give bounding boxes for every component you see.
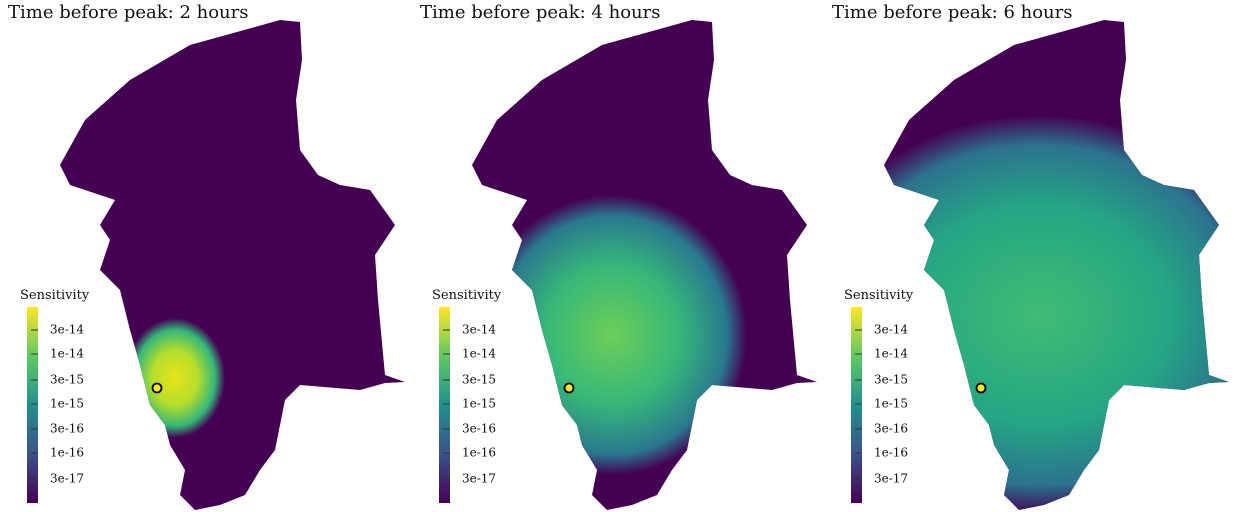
colorbar-tick-label: 1e-14 (874, 347, 908, 361)
colorbar-tick-label: 1e-16 (874, 446, 908, 460)
gauge-marker (975, 382, 987, 394)
colorbar-tick-label: 1e-16 (462, 446, 496, 460)
colorbar (439, 307, 450, 503)
colorbar-tick-label: 1e-14 (50, 347, 84, 361)
colorbar-label: Sensitivity (432, 288, 502, 303)
colorbar-tick-label: 1e-15 (874, 397, 908, 411)
colorbar-tick-label: 1e-16 (50, 446, 84, 460)
colorbar-label: Sensitivity (844, 288, 914, 303)
sensitivity-field (477, 195, 747, 475)
colorbar-tick-label: 1e-15 (462, 397, 496, 411)
sensitivity-field (884, 115, 1229, 510)
panel: Time before peak: 2 hours Sensitivity 3e-1… (8, 2, 405, 510)
colorbar-tick-label: 3e-14 (50, 323, 84, 337)
colorbar-tick-label: 1e-14 (462, 347, 496, 361)
colorbar-label: Sensitivity (20, 288, 90, 303)
colorbar-tick-label: 3e-15 (874, 373, 908, 387)
panel: Time before peak: 6 hours Sensitivity 3e-1… (832, 2, 1229, 510)
panel-title: Time before peak: 2 hours (8, 2, 249, 23)
colorbar-tick-label: 3e-16 (874, 422, 908, 436)
sensitivity-blob (884, 115, 1229, 510)
sensitivity-blob (125, 318, 225, 438)
colorbar-tick-label: 3e-16 (462, 422, 496, 436)
gauge-marker (563, 382, 575, 394)
colorbar-tick-label: 3e-14 (462, 323, 496, 337)
colorbar-tick-label: 3e-16 (50, 422, 84, 436)
sensitivity-field (125, 318, 225, 438)
panel-title: Time before peak: 6 hours (832, 2, 1073, 23)
colorbar-tick-label: 3e-17 (462, 472, 496, 486)
colorbar (851, 307, 862, 503)
colorbar-tick-label: 1e-15 (50, 397, 84, 411)
panel-title: Time before peak: 4 hours (420, 2, 661, 23)
map-domain (60, 20, 405, 510)
colorbar-tick-label: 3e-15 (462, 373, 496, 387)
colorbar-tick-label: 3e-14 (874, 323, 908, 337)
sensitivity-blob (477, 195, 747, 475)
colorbar (27, 307, 38, 503)
colorbar-tick-label: 3e-17 (874, 472, 908, 486)
gauge-marker (151, 382, 163, 394)
panel: Time before peak: 4 hours Sensitivity 3e-1… (420, 2, 817, 510)
colorbar-tick-label: 3e-15 (50, 373, 84, 387)
colorbar-tick-label: 3e-17 (50, 472, 84, 486)
